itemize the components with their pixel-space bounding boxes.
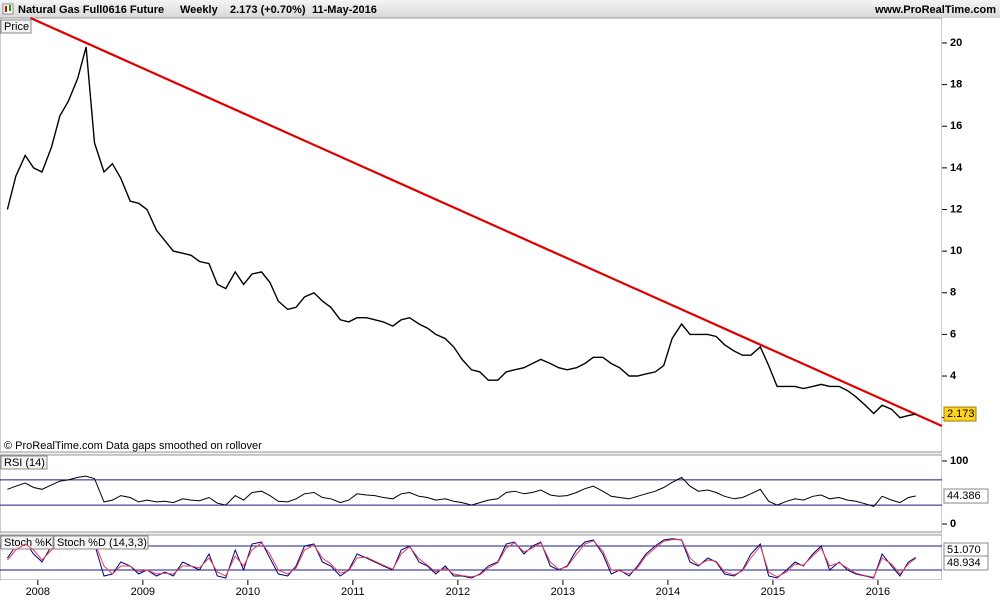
price-panel bbox=[0, 17, 943, 453]
y-tick-label: 14 bbox=[950, 162, 963, 174]
trendline bbox=[30, 16, 943, 428]
last-value-box bbox=[943, 488, 989, 504]
header-bar bbox=[0, 0, 1000, 18]
legend-box bbox=[0, 535, 54, 550]
last-value-label: 2.173 bbox=[947, 408, 975, 420]
last-value-label: 44.386 bbox=[947, 490, 981, 502]
x-tick-label: 2009 bbox=[131, 586, 155, 598]
quote: 2.173 (+0.70%) bbox=[230, 4, 306, 16]
y-tick-label: 8 bbox=[950, 287, 956, 299]
x-tick-label: 2013 bbox=[551, 586, 575, 598]
legend-box bbox=[53, 535, 149, 550]
instrument-title: Natural Gas Full0616 Future bbox=[18, 4, 164, 16]
source: www.ProRealTime.com bbox=[874, 4, 996, 16]
y-tick-label: 10 bbox=[950, 245, 962, 257]
panel-label-box bbox=[0, 455, 48, 470]
footnote: © ProRealTime.com Data gaps smoothed on … bbox=[4, 440, 262, 452]
x-tick-label: 2011 bbox=[341, 586, 365, 598]
series-line bbox=[7, 475, 916, 507]
rsi-panel bbox=[0, 454, 943, 533]
y-tick-label: 12 bbox=[950, 203, 962, 215]
right-axis-area bbox=[942, 18, 1000, 580]
last-value-label: 51.070 bbox=[947, 544, 981, 556]
interval: Weekly bbox=[180, 4, 219, 16]
y-tick-label: 0 bbox=[950, 518, 956, 530]
x-tick-label: 2015 bbox=[761, 586, 785, 598]
legend-label: Stoch %D (14,3,3) bbox=[57, 537, 147, 549]
x-tick-label: 2016 bbox=[866, 586, 890, 598]
y-tick-label: 6 bbox=[950, 328, 956, 340]
y-tick-label: 18 bbox=[950, 79, 962, 91]
y-tick-label: 4 bbox=[950, 370, 957, 382]
last-value-label: 48.934 bbox=[947, 557, 981, 569]
panel-label: Price bbox=[4, 21, 29, 33]
last-value-box bbox=[943, 406, 977, 422]
y-tick-label: 100 bbox=[950, 455, 968, 467]
date: 11-May-2016 bbox=[312, 4, 377, 16]
x-tick-label: 2008 bbox=[26, 586, 50, 598]
series-line bbox=[6, 46, 916, 419]
header-icon bbox=[2, 3, 14, 15]
panel-label: RSI (14) bbox=[4, 457, 45, 469]
x-axis-area bbox=[0, 580, 1000, 600]
x-tick-label: 2010 bbox=[236, 586, 260, 598]
legend-label: Stoch %K bbox=[4, 537, 53, 549]
series-line bbox=[7, 539, 917, 578]
y-tick-label: 16 bbox=[950, 120, 962, 132]
panel-label-box bbox=[0, 19, 32, 34]
last-value-box bbox=[943, 555, 989, 571]
y-tick-label: 20 bbox=[950, 37, 962, 49]
x-tick-label: 2014 bbox=[656, 586, 680, 598]
x-tick-label: 2012 bbox=[446, 586, 470, 598]
